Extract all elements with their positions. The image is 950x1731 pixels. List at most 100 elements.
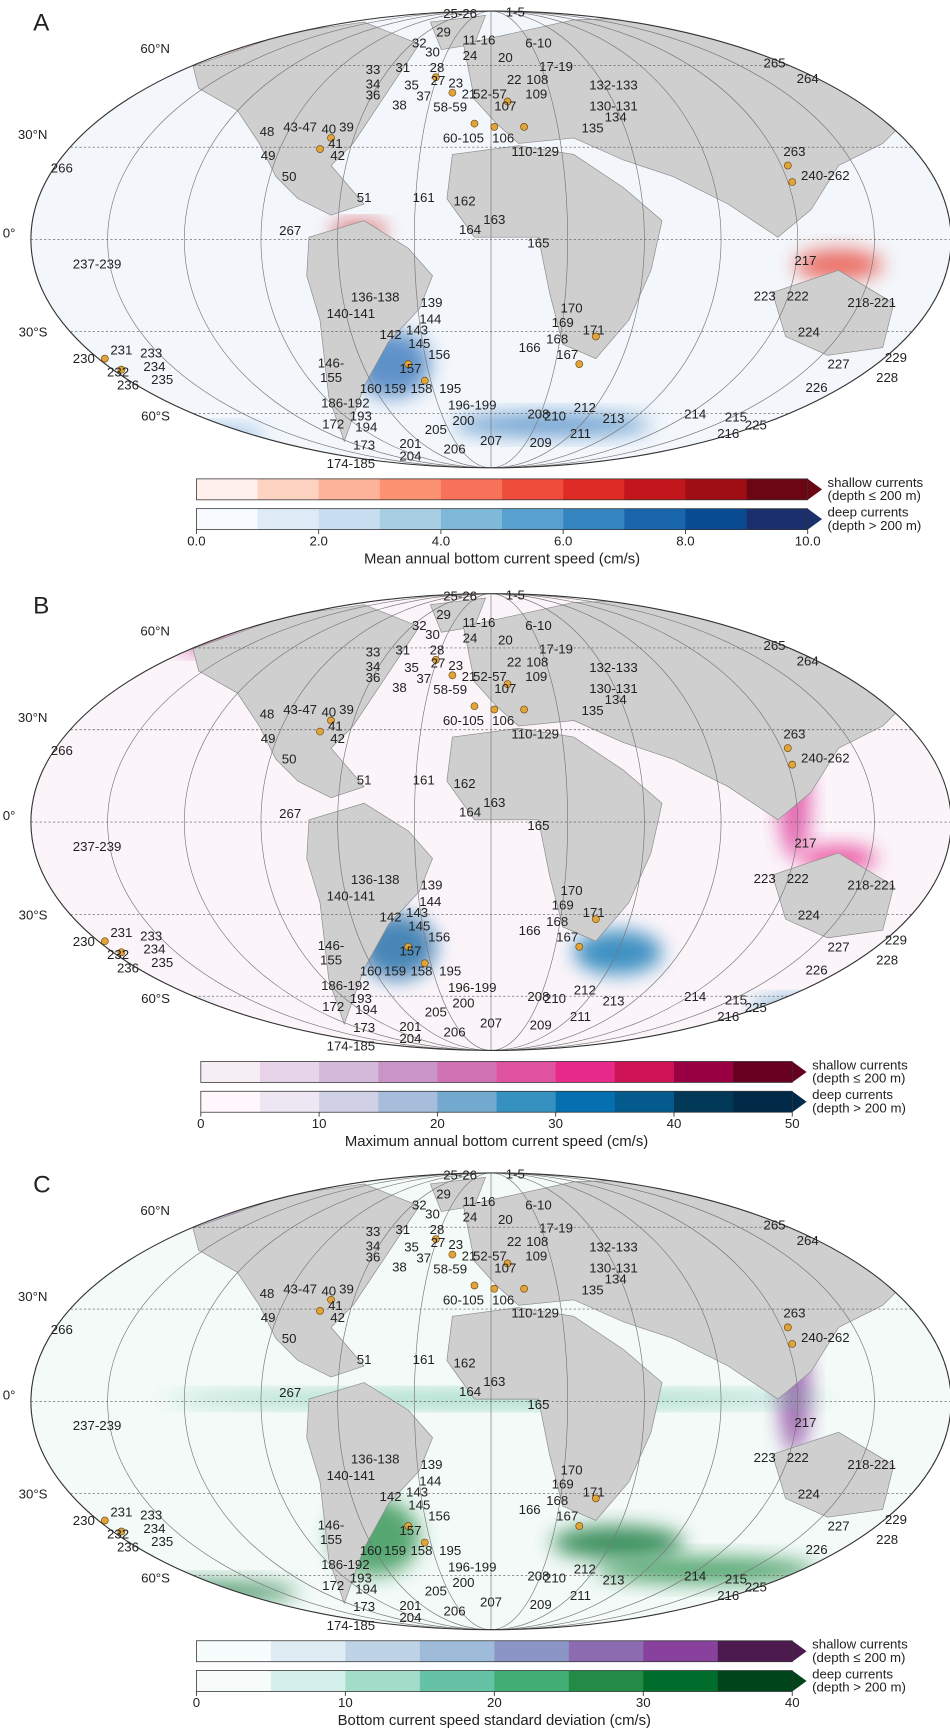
site-label: 209 <box>530 435 552 450</box>
site-label: 155 <box>320 953 342 968</box>
site-marker <box>789 179 796 186</box>
colorbar-extend <box>792 1091 806 1112</box>
site-label: 235 <box>151 1534 173 1549</box>
site-label: 43-47 <box>283 119 317 134</box>
site-label: 227 <box>828 1519 850 1534</box>
site-label: 209 <box>530 1018 552 1033</box>
site-label: 229 <box>885 350 907 365</box>
site-label: 214 <box>684 1568 706 1583</box>
site-label: 222 <box>787 871 809 886</box>
site-label: 265 <box>764 1217 786 1232</box>
site-label: 24 <box>463 48 478 63</box>
site-label: 22 <box>507 1234 522 1249</box>
site-label: 214 <box>684 989 706 1004</box>
colorbar-segment <box>718 1671 793 1692</box>
site-marker <box>789 1340 796 1347</box>
site-marker <box>471 703 478 710</box>
colorbar-segment <box>201 1061 260 1082</box>
current-field <box>750 999 882 1017</box>
site-label: 194 <box>355 420 377 435</box>
site-label: 165 <box>527 1397 549 1412</box>
site-label: 170 <box>561 300 583 315</box>
site-label: 31 <box>395 643 410 658</box>
panel: A60°N30°N0°30°S60°S25-261-52911-16326-10… <box>0 5 950 568</box>
figure-content: A60°N30°N0°30°S60°S25-261-52911-16326-10… <box>0 5 950 1730</box>
colorbar-segment <box>319 1061 378 1082</box>
colorbar-tick-label: 0.0 <box>187 533 205 548</box>
colorbar-segment <box>624 479 685 500</box>
colorbar-segment <box>196 509 257 530</box>
site-label: 172 <box>322 1578 344 1593</box>
site-label: 36 <box>366 1249 381 1264</box>
colorbar-segment <box>718 1641 793 1662</box>
site-label: 212 <box>574 982 596 997</box>
site-label: 212 <box>574 1562 596 1577</box>
site-label: 40 <box>321 1284 336 1299</box>
colorbar-segment <box>615 1061 674 1082</box>
colorbar-segment <box>563 509 624 530</box>
site-label: 158 <box>410 381 432 396</box>
site-label: 50 <box>282 169 297 184</box>
site-label: 236 <box>117 1540 139 1555</box>
site-label: 214 <box>684 406 706 421</box>
site-label: 58-59 <box>433 100 467 115</box>
site-marker <box>101 938 108 945</box>
colorbar-tick-label: 2.0 <box>309 533 327 548</box>
site-label: 171 <box>583 1484 605 1499</box>
site-label: 108 <box>526 1234 548 1249</box>
site-label: 194 <box>355 1581 377 1596</box>
site-label: 263 <box>783 726 805 741</box>
site-label: 11-16 <box>462 615 495 630</box>
site-label: 39 <box>339 119 354 134</box>
colorbar-extend <box>792 1061 806 1082</box>
site-label: 160 <box>360 381 382 396</box>
colorbar-label: (depth > 200 m) <box>828 518 922 533</box>
site-label: 165 <box>527 818 549 833</box>
site-label: 156 <box>428 347 450 362</box>
colorbar-label: (depth ≤ 200 m) <box>812 1071 905 1086</box>
colorbar-label: (depth ≤ 200 m) <box>828 488 921 503</box>
site-label: 173 <box>353 437 375 452</box>
site-marker <box>784 745 791 752</box>
site-label: 146- <box>318 1518 345 1533</box>
site-label: 136-138 <box>351 289 400 304</box>
latitude-label: 60°N <box>140 1203 170 1218</box>
site-label: 170 <box>561 1462 583 1477</box>
site-label: 204 <box>399 1031 421 1046</box>
site-label: 51 <box>357 1352 372 1367</box>
colorbar-tick-label: 8.0 <box>676 533 694 548</box>
colorbar-segment <box>685 479 746 500</box>
site-marker <box>784 162 791 169</box>
site-label: 60-105 <box>443 713 484 728</box>
colorbar-label: (depth > 200 m) <box>812 1680 906 1695</box>
site-label: 50 <box>282 1331 297 1346</box>
latitude-label: 30°S <box>19 1487 48 1502</box>
site-label: 167 <box>556 1509 578 1524</box>
site-label: 39 <box>339 702 354 717</box>
latitude-label: 60°S <box>141 991 170 1006</box>
colorbar-segment <box>380 479 441 500</box>
site-label: 223 <box>754 1450 776 1465</box>
site-label: 157 <box>399 361 421 376</box>
site-label: 145 <box>408 1498 430 1513</box>
site-label: 29 <box>436 1186 451 1201</box>
site-label: 33 <box>366 1224 381 1239</box>
colorbar-segment <box>258 509 319 530</box>
site-label: 58-59 <box>433 682 467 697</box>
site-label: 195 <box>439 381 461 396</box>
site-label: 174-185 <box>327 1039 376 1054</box>
site-label: 207 <box>480 1595 502 1610</box>
site-label: 29 <box>436 25 451 40</box>
colorbar-segment <box>437 1061 496 1082</box>
site-label: 142 <box>380 327 402 342</box>
site-label: 110-129 <box>511 1306 559 1321</box>
site-marker <box>789 761 796 768</box>
site-marker <box>521 706 528 713</box>
site-label: 218-221 <box>847 878 896 893</box>
site-label: 172 <box>322 416 344 431</box>
site-label: 166 <box>519 923 541 938</box>
site-label: 211 <box>570 1009 591 1024</box>
site-marker <box>101 1517 108 1524</box>
latitude-label: 0° <box>3 1387 16 1402</box>
site-label: 200 <box>452 996 474 1011</box>
